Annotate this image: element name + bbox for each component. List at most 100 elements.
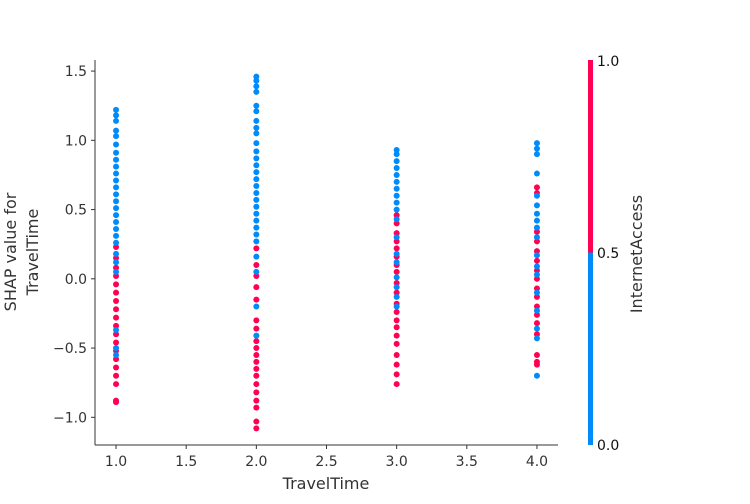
data-point — [253, 88, 260, 95]
data-point — [253, 358, 260, 365]
data-point — [253, 83, 260, 90]
data-point — [253, 140, 260, 147]
data-point — [533, 307, 540, 314]
data-point — [533, 145, 540, 152]
y-axis-label-line-1: SHAP value for — [1, 192, 20, 311]
x-tick-label: 4.0 — [526, 454, 548, 470]
data-point — [113, 127, 120, 134]
colorbar-tick-label-min: 0.0 — [597, 438, 619, 454]
data-point — [113, 339, 120, 346]
data-point — [253, 303, 260, 310]
colorbar-label: InternetAccess — [627, 195, 646, 313]
data-point — [393, 185, 400, 192]
data-point — [113, 205, 120, 212]
data-point — [393, 351, 400, 358]
y-tick-label: 1.0 — [65, 133, 87, 149]
data-point — [253, 389, 260, 396]
data-point — [253, 124, 260, 131]
data-point — [533, 184, 540, 191]
data-point — [253, 397, 260, 404]
data-point — [393, 238, 400, 245]
x-tick-label: 2.0 — [245, 454, 267, 470]
data-point — [533, 267, 540, 274]
y-tick-label: −1.0 — [53, 410, 87, 426]
data-point — [113, 331, 120, 338]
data-point — [393, 309, 400, 316]
data-point — [533, 202, 540, 209]
data-point — [253, 317, 260, 324]
data-point — [113, 225, 120, 232]
data-point — [533, 224, 540, 231]
y-tick-label: −0.5 — [53, 341, 87, 357]
data-point — [253, 108, 260, 115]
data-point — [253, 425, 260, 432]
data-point — [393, 289, 400, 296]
data-point — [113, 212, 120, 219]
y-tick-label: 1.5 — [65, 64, 87, 80]
data-point — [393, 268, 400, 275]
data-point — [393, 274, 400, 281]
data-point — [113, 297, 120, 304]
data-point — [393, 324, 400, 331]
data-point — [393, 165, 400, 172]
data-point — [533, 217, 540, 224]
y-axis-ticks: −1.0 −0.5 0.0 0.5 1.0 1.5 — [53, 64, 95, 426]
data-point — [393, 245, 400, 252]
data-point — [253, 365, 260, 372]
data-point — [113, 345, 120, 352]
data-point — [533, 252, 540, 259]
data-point — [533, 140, 540, 147]
data-point — [253, 162, 260, 169]
data-point — [113, 133, 120, 140]
data-point — [113, 259, 120, 266]
colorbar — [588, 60, 593, 445]
data-point — [113, 149, 120, 156]
data-point — [253, 189, 260, 196]
data-point — [113, 356, 120, 363]
data-point — [393, 206, 400, 213]
data-point — [533, 263, 540, 270]
data-point — [393, 340, 400, 347]
data-point — [253, 325, 260, 332]
data-point — [113, 306, 120, 313]
scatter-points — [113, 73, 540, 432]
data-point — [113, 399, 120, 406]
data-point — [253, 77, 260, 84]
data-point — [113, 232, 120, 239]
y-axis-label-line-2: TravelTime — [23, 209, 42, 297]
data-point — [533, 210, 540, 217]
data-point — [393, 381, 400, 388]
data-point — [253, 381, 260, 388]
data-point — [533, 351, 540, 358]
data-point — [253, 183, 260, 190]
data-point — [113, 198, 120, 205]
data-point — [253, 217, 260, 224]
data-point — [253, 148, 260, 155]
colorbar-tick-label-mid: 0.5 — [597, 246, 619, 262]
data-point — [113, 372, 120, 379]
data-point — [113, 268, 120, 275]
data-point — [113, 112, 120, 119]
data-point — [113, 381, 120, 388]
data-point — [113, 273, 120, 280]
data-point — [113, 170, 120, 177]
data-point — [533, 275, 540, 282]
data-point — [533, 248, 540, 255]
x-tick-label: 3.5 — [456, 454, 478, 470]
data-point — [393, 220, 400, 227]
data-point — [533, 372, 540, 379]
data-point — [253, 284, 260, 291]
data-point — [253, 418, 260, 425]
data-point — [253, 196, 260, 203]
data-point — [393, 371, 400, 378]
x-tick-label: 2.5 — [315, 454, 337, 470]
data-point — [393, 332, 400, 339]
data-point — [113, 314, 120, 321]
data-point — [393, 216, 400, 223]
data-point — [113, 239, 120, 246]
data-point — [393, 361, 400, 368]
data-point — [113, 243, 120, 250]
data-point — [393, 178, 400, 185]
